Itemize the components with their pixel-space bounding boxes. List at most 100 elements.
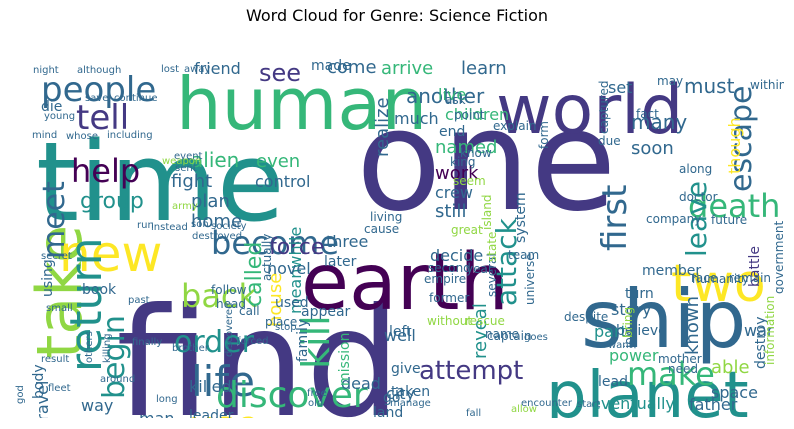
word-reveal: reveal	[470, 303, 491, 359]
word-called: called	[242, 242, 267, 307]
word-set: set	[608, 78, 632, 97]
word-army: army	[172, 201, 198, 212]
word-find: find	[116, 277, 401, 418]
word-allow: allow	[511, 404, 537, 415]
word-eventually: eventually	[591, 394, 675, 413]
word-seem: seem	[453, 174, 486, 188]
word-free: free	[307, 388, 327, 399]
word-around: around	[100, 374, 135, 385]
word-two: two	[671, 254, 766, 314]
word-come: come	[327, 57, 377, 78]
word-die: die	[41, 99, 62, 115]
word-father: father	[689, 395, 738, 414]
word-universe: universe	[523, 253, 537, 305]
word-use: use	[189, 403, 260, 418]
word-destroyed: destroyed	[192, 231, 242, 242]
word-named: named	[435, 137, 497, 158]
word-kill: kill	[294, 315, 338, 369]
word-killing: killing	[102, 333, 113, 363]
chart-title: Word Cloud for Genre: Science Fiction	[245, 6, 549, 25]
word-want: want	[608, 340, 633, 351]
word-much: much	[394, 109, 439, 128]
word-book: book	[82, 282, 117, 298]
word-manage: manage	[390, 398, 431, 409]
word-attack: attack	[490, 217, 523, 306]
word-even: even	[256, 151, 300, 172]
word-group: group	[80, 189, 144, 214]
word-one: one	[356, 80, 617, 243]
word-leave: leave	[680, 181, 713, 257]
word-time: time	[36, 118, 285, 246]
word-weapon: weapon	[162, 156, 201, 167]
word-fact: fact	[636, 107, 659, 121]
word-old: old	[308, 398, 323, 409]
word-children: children	[445, 105, 509, 124]
word-leader: leader	[189, 408, 234, 418]
word-taken: taken	[391, 384, 430, 400]
word-family: family	[295, 319, 311, 362]
word-small: small	[46, 303, 73, 314]
word-begin: begin	[97, 315, 132, 399]
word-god: god	[15, 385, 26, 404]
word-captain: captain	[487, 329, 532, 343]
word-using: using	[40, 259, 56, 297]
word-race: race	[691, 271, 717, 285]
word-within: within	[750, 78, 784, 92]
word-without: without	[427, 314, 472, 328]
word-goes: goes	[524, 332, 548, 343]
word-though: though	[725, 117, 744, 174]
word-order: order	[174, 325, 255, 360]
word-discover: discover	[216, 375, 368, 416]
word-member: member	[642, 263, 701, 279]
word-former: former	[429, 291, 469, 305]
word-may: may	[657, 74, 683, 88]
word-point: point	[454, 108, 485, 122]
word-house: house	[265, 273, 286, 327]
word-know: know	[460, 146, 492, 160]
word-crew: crew	[435, 183, 473, 202]
word-arrive: arrive	[381, 58, 433, 79]
word-night: night	[33, 65, 59, 76]
word-help: help	[71, 152, 140, 190]
word-destroy: destroy	[753, 316, 769, 369]
word-doctor: doctor	[679, 190, 718, 204]
word-forced: forced	[237, 336, 269, 347]
word-government: government	[772, 221, 784, 294]
word-including: including	[107, 130, 153, 141]
word-head: head	[216, 297, 246, 311]
word-away: away	[184, 64, 210, 75]
word-state: state	[485, 232, 499, 262]
word-mind: mind	[32, 130, 57, 141]
word-ship: ship	[581, 273, 746, 366]
word-people: people	[41, 70, 156, 110]
word-left: left	[389, 324, 412, 340]
word-planet: planet	[546, 359, 749, 418]
word-novel: novel	[267, 259, 311, 278]
word-story: story	[611, 300, 651, 319]
word-three: three	[326, 232, 368, 251]
word-control: control	[255, 172, 310, 191]
word-see: see	[259, 59, 301, 87]
word-despite: despite	[564, 310, 608, 324]
word-back: back	[181, 277, 258, 315]
word-another: another	[406, 84, 485, 108]
word-great: great	[451, 223, 483, 237]
word-war: war	[744, 321, 774, 340]
word-way: way	[81, 396, 113, 415]
word-travel: travel	[33, 381, 52, 418]
word-escape: escape	[724, 86, 759, 192]
word-long: long	[156, 394, 178, 405]
word-rescue: rescue	[465, 314, 505, 328]
word-become: become	[211, 224, 339, 262]
word-encounter: encounter	[521, 398, 573, 409]
word-many: many	[631, 110, 687, 134]
word-return: return	[61, 237, 112, 372]
word-empire: empire	[424, 272, 466, 286]
word-cause: cause	[364, 222, 399, 236]
word-used: used	[275, 295, 309, 311]
word-tell: tell	[76, 98, 129, 138]
word-others: others	[84, 331, 95, 363]
word-give: give	[391, 361, 421, 377]
word-cloud-frame: one find time human world earth ship planet take…	[11, 29, 784, 418]
